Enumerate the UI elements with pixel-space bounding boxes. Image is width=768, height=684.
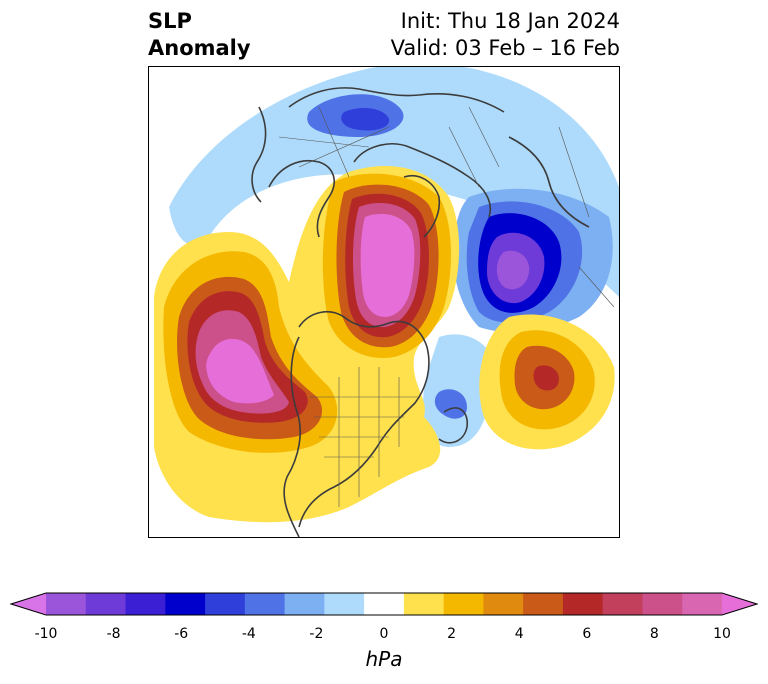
colorbar-segment — [562, 593, 604, 615]
map-title: SLP Anomaly — [148, 8, 251, 62]
colorbar-segment — [642, 593, 683, 615]
colorbar-segment — [483, 593, 524, 615]
colorbar-segment — [165, 593, 206, 615]
anomaly-negative-core-north — [341, 107, 390, 131]
colorbar-extend-high — [722, 593, 757, 615]
anomaly-positive-magenta-pole — [360, 213, 415, 317]
colorbar-segment — [244, 593, 286, 615]
colorbar-segment — [46, 593, 87, 615]
colorbar-tick-label: -10 — [34, 626, 58, 642]
forecast-dates: Init: Thu 18 Jan 2024 Valid: 03 Feb – 16… — [391, 8, 620, 62]
init-date: Init: Thu 18 Jan 2024 — [400, 9, 620, 33]
colorbar-extend-low — [11, 593, 46, 615]
colorbar-segment — [125, 593, 166, 615]
colorbar-tick-label: 6 — [582, 626, 592, 642]
colorbar-tick-label: 0 — [379, 626, 389, 642]
title-variable: SLP — [148, 9, 192, 33]
title-variable-sub: Anomaly — [148, 36, 251, 60]
coastlines — [251, 87, 590, 537]
colorbar-tick-label: 4 — [514, 626, 524, 642]
colorbar-segment — [682, 593, 723, 615]
colorbar-segment — [443, 593, 484, 615]
colorbar-tick-label: -8 — [106, 626, 121, 642]
colorbar-outline — [10, 592, 758, 616]
colorbar-segment — [85, 593, 127, 615]
borders — [278, 106, 615, 507]
colorbar-segment — [324, 593, 365, 615]
colorbar-units: hPa — [365, 647, 403, 671]
colorbar-tick-label: -2 — [309, 626, 324, 642]
anomaly-positive-red-atlantic — [533, 365, 559, 391]
slp-anomaly-map — [149, 67, 619, 537]
colorbar-segment — [205, 593, 246, 615]
anomaly-negative-eurasia-peak — [496, 250, 530, 290]
colorbar-segment — [602, 593, 643, 615]
colorbar-segment — [364, 593, 405, 615]
anomaly-positive-magenta-pacific — [206, 338, 274, 404]
colorbar-tick-label: -6 — [174, 626, 189, 642]
valid-range: Valid: 03 Feb – 16 Feb — [390, 36, 620, 60]
colorbar-segment — [523, 593, 564, 615]
colorbar-tick-label: 2 — [447, 626, 457, 642]
colorbar-tick-label: 10 — [713, 626, 731, 642]
anomaly-negative-weak-atlantic — [423, 334, 495, 447]
anomaly-negative-atlantic-core — [434, 389, 467, 419]
colorbar — [10, 592, 758, 616]
colorbar-tick-label: 8 — [649, 626, 659, 642]
colorbar-segment — [284, 593, 325, 615]
map-panel — [148, 66, 620, 538]
colorbar-segment — [403, 593, 445, 615]
colorbar-tick-label: -4 — [241, 626, 256, 642]
